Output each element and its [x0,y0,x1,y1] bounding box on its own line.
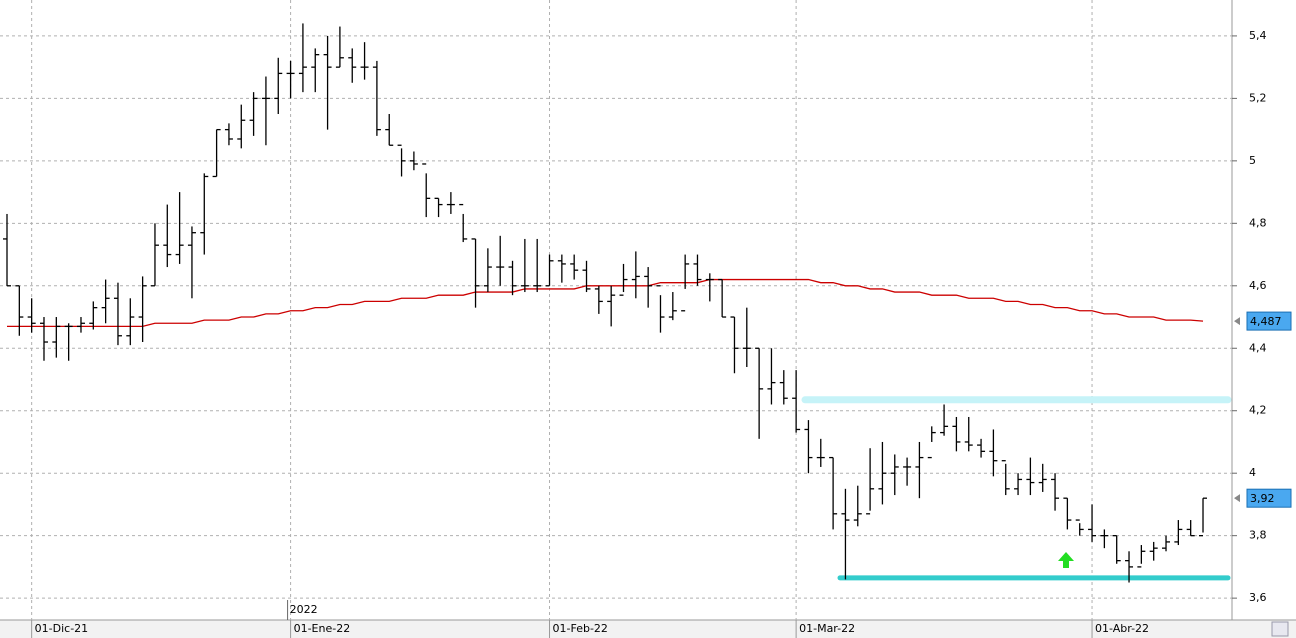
y-tick-label: 4,6 [1249,279,1267,292]
value-box [1246,488,1292,508]
y-tick-label: 3,8 [1249,529,1267,542]
y-tick-label: 4,2 [1249,404,1267,417]
x-axis-strip [0,620,1296,638]
corner-icon[interactable] [1271,621,1289,637]
value-pointer [1234,494,1240,503]
y-tick-label: 4,8 [1249,216,1267,229]
x-tick-label: 01-Ene-22 [294,622,351,635]
year-label: 2022 [290,603,318,616]
x-tick-label: 01-Feb-22 [553,622,608,635]
y-tick-label: 3,6 [1249,591,1267,604]
y-tick-label: 5 [1249,154,1256,167]
x-tick-label: 01-Dic-21 [35,622,89,635]
value-label: 3,92 [1250,492,1275,505]
x-tick-label: 01-Mar-22 [799,622,855,635]
x-tick-label: 01-Abr-22 [1095,622,1149,635]
green-arrow [1058,552,1074,568]
y-tick-label: 4,4 [1249,341,1267,354]
value-label: 4,487 [1250,315,1282,328]
y-tick-label: 5,4 [1249,29,1267,42]
y-tick-label: 5,2 [1249,91,1267,104]
value-pointer [1234,317,1240,326]
value-box [1246,311,1292,331]
y-tick-label: 4 [1249,466,1256,479]
moving-average [7,278,1204,328]
